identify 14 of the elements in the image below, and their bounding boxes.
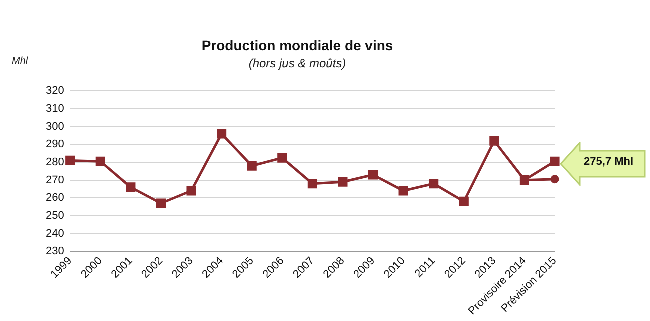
y-tick-label: 320 (46, 85, 64, 98)
text: 275,7 Mhl (584, 156, 634, 168)
y-tick-label: 270 (46, 174, 64, 186)
y-axis-title: Mhl (12, 56, 29, 67)
y-tick-label: 230 (46, 246, 64, 258)
y-tick-label: 260 (46, 192, 64, 204)
y-tick-label: 300 (46, 120, 64, 133)
chart-subtitle: (hors jus & moûts) (248, 56, 346, 70)
y-tick-label: 250 (46, 210, 64, 222)
chart-title: Production mondiale de vins (202, 37, 394, 54)
y-tick-label: 310 (46, 103, 64, 116)
y-tick-label: 240 (46, 228, 64, 240)
y-tick-label: 290 (46, 138, 64, 151)
y-tick-label: 280 (46, 156, 64, 169)
